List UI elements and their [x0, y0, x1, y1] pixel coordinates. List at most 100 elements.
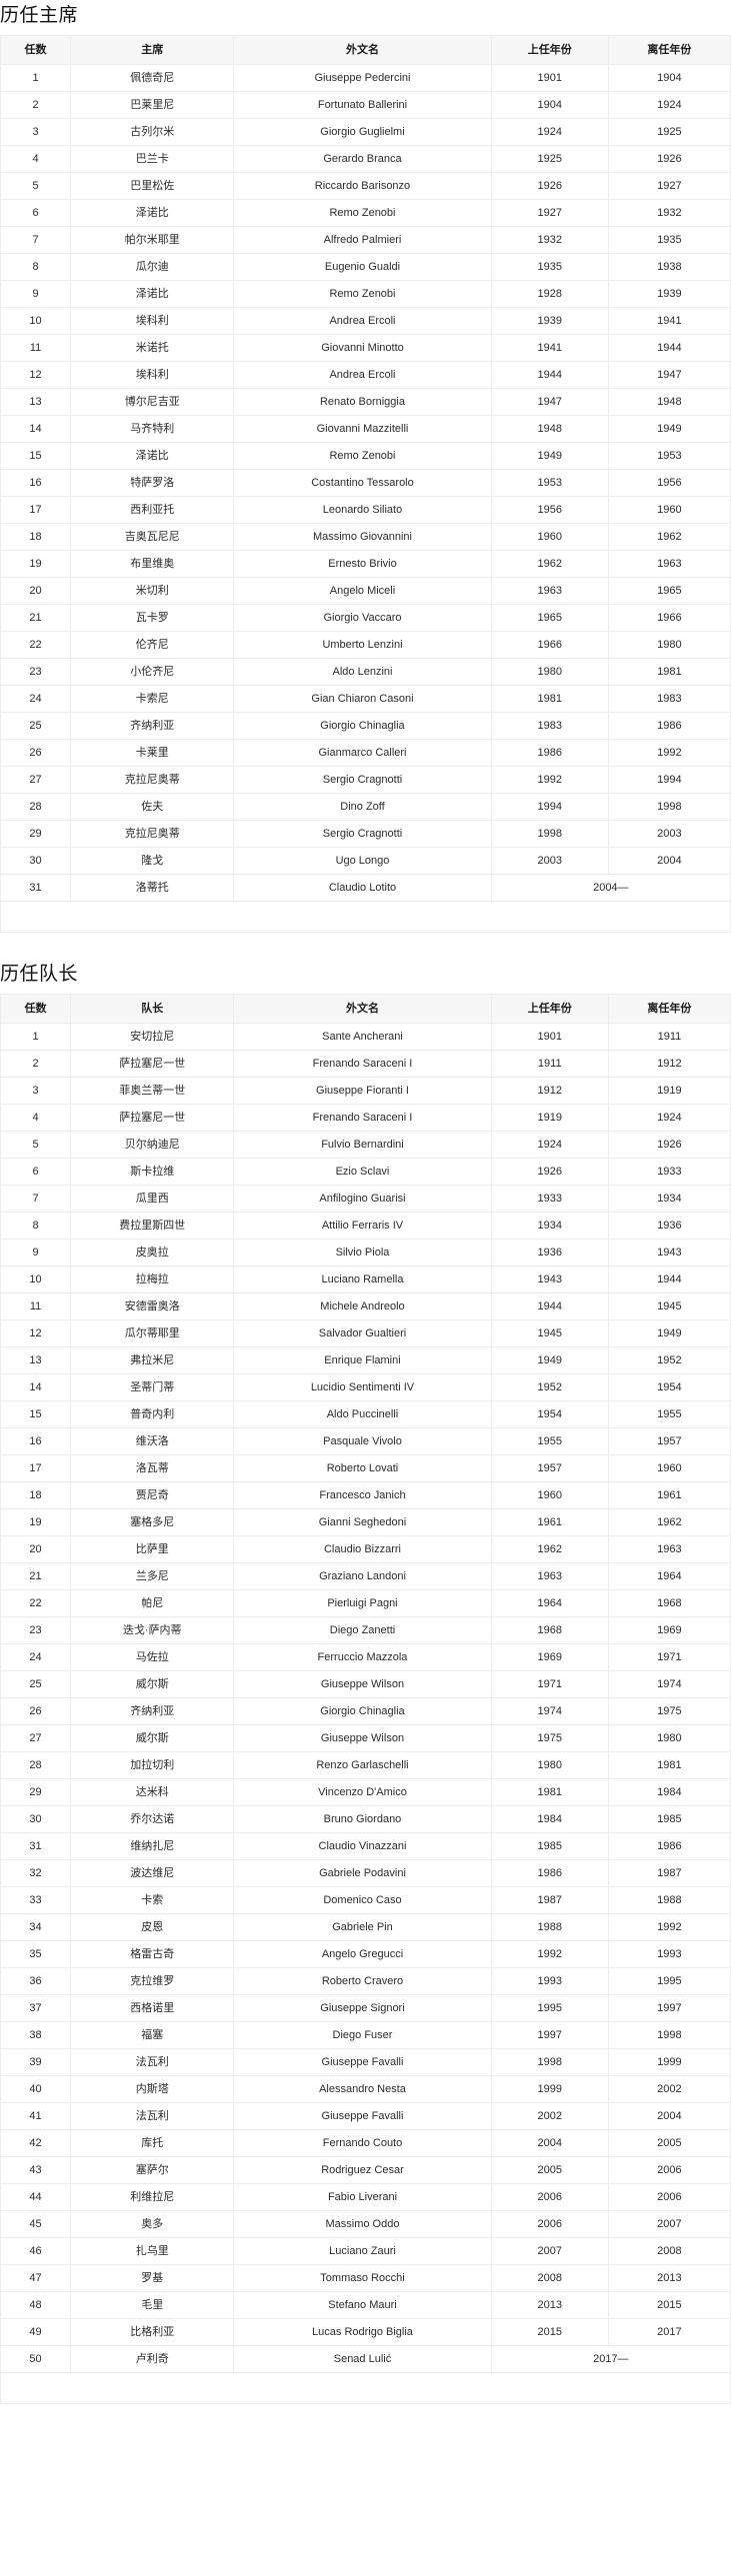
- cell-chinese-name: 瓜尔迪: [70, 252, 235, 281]
- cell-end-year: 1986: [607, 1831, 731, 1860]
- cell-index: 26: [0, 738, 72, 767]
- cell-chinese-name: 特萨罗洛: [70, 468, 235, 497]
- cell-end-year: 1962: [607, 1507, 731, 1536]
- cell-start-year: 1901: [490, 63, 609, 92]
- cell-chinese-name: 加拉切利: [70, 1750, 235, 1779]
- cell-foreign-name: Fernando Couto: [233, 2128, 492, 2157]
- cell-start-year: 1957: [490, 1453, 609, 1482]
- cell-index: 36: [0, 1966, 72, 1995]
- table-row: 31 洛蒂托 Claudio Lotito 2004—: [0, 873, 731, 902]
- cell-foreign-name: Luciano Ramella: [233, 1265, 492, 1293]
- cell-foreign-name: Angelo Gregucci: [233, 1939, 492, 1968]
- cell-start-year: 1932: [490, 225, 609, 254]
- cell-start-year: 1981: [490, 684, 609, 713]
- table-row: 37 西格诺里 Giuseppe Signori 1995 1997: [0, 1993, 731, 2022]
- cell-index: 29: [0, 819, 72, 848]
- cell-foreign-name: Gerardo Branca: [233, 144, 492, 173]
- cell-start-year: 1994: [490, 792, 609, 821]
- cell-foreign-name: Remo Zenobi: [233, 198, 492, 227]
- cell-start-year: 1912: [490, 1076, 609, 1105]
- cell-start-year: 1941: [490, 333, 609, 362]
- cell-end-year: 1993: [607, 1939, 731, 1968]
- cell-start-year: 1925: [490, 144, 609, 173]
- cell-index: 3: [0, 117, 72, 146]
- cell-start-year: 1992: [490, 1939, 609, 1968]
- cell-start-year: 1955: [490, 1426, 609, 1455]
- table-row: 14 圣蒂门蒂 Lucidio Sentimenti IV 1952 1954: [0, 1372, 731, 1401]
- cell-start-year: 2015: [490, 2317, 609, 2346]
- cell-start-year: 1936: [490, 1238, 609, 1267]
- table-row: 34 皮恩 Gabriele Pin 1988 1992: [0, 1912, 731, 1941]
- cell-end-year: 1980: [607, 1723, 731, 1752]
- cell-start-year: 1975: [490, 1723, 609, 1752]
- table-row: 3 菲奥兰蒂一世 Giuseppe Fioranti I 1912 1919: [0, 1076, 731, 1105]
- column-header-start-year: 上任年份: [490, 993, 609, 1024]
- table-row: 3 古列尔米 Giorgio Guglielmi 1924 1925: [0, 117, 731, 146]
- table-row: 43 塞萨尔 Rodriguez Cesar 2005 2006: [0, 2155, 731, 2184]
- cell-end-year: 1965: [607, 576, 731, 605]
- table-row: 11 米诺托 Giovanni Minotto 1941 1944: [0, 333, 731, 362]
- cell-index: 7: [0, 1184, 72, 1213]
- cell-index: 17: [0, 495, 72, 524]
- cell-index: 26: [0, 1696, 72, 1725]
- cell-end-year: 1968: [607, 1588, 731, 1617]
- cell-end-year: 1998: [607, 2020, 731, 2049]
- table-row: 27 克拉尼奥蒂 Sergio Cragnotti 1992 1994: [0, 765, 731, 794]
- column-header-index: 任数: [0, 34, 72, 65]
- cell-foreign-name: Angelo Miceli: [233, 576, 492, 605]
- table-row: 1 佩德奇尼 Giuseppe Pedercini 1901 1904: [0, 63, 731, 92]
- table-spacer-cell: [0, 900, 731, 933]
- cell-index: 16: [0, 468, 72, 497]
- cell-chinese-name: 萨拉塞尼一世: [70, 1049, 235, 1078]
- cell-end-year: 1983: [607, 684, 731, 713]
- cell-start-year: 1986: [490, 1858, 609, 1887]
- cell-chinese-name: 迭戈·萨内蒂: [70, 1615, 235, 1644]
- cell-index: 35: [0, 1939, 72, 1968]
- cell-index: 22: [0, 1588, 72, 1617]
- cell-chinese-name: 马佐拉: [70, 1642, 235, 1671]
- cell-index: 12: [0, 360, 72, 389]
- cell-chinese-name: 威尔斯: [70, 1723, 235, 1752]
- cell-chinese-name: 格雷古奇: [70, 1939, 235, 1968]
- cell-foreign-name: Alessandro Nesta: [233, 2074, 492, 2103]
- table-row: 25 齐纳利亚 Giorgio Chinaglia 1983 1986: [0, 711, 731, 740]
- cell-chinese-name: 利维拉尼: [70, 2182, 235, 2211]
- cell-chinese-name: 克拉维罗: [70, 1966, 235, 1995]
- column-header-end-year: 离任年份: [607, 993, 731, 1024]
- cell-start-year: 1961: [490, 1507, 609, 1536]
- cell-index: 12: [0, 1318, 72, 1347]
- cell-end-year: 1938: [607, 252, 731, 281]
- cell-chinese-name: 贾尼奇: [70, 1480, 235, 1509]
- cell-start-year: 1965: [490, 603, 609, 632]
- cell-end-year: 1912: [607, 1049, 731, 1078]
- table-row: 11 安德雷奥洛 Michele Andreolo 1944 1945: [0, 1291, 731, 1320]
- cell-start-year: 1968: [490, 1615, 609, 1644]
- cell-end-year: 1934: [607, 1184, 731, 1213]
- cell-foreign-name: Domenico Caso: [233, 1885, 492, 1914]
- cell-end-year: 1960: [607, 495, 731, 524]
- cell-end-year: 1994: [607, 765, 731, 794]
- cell-foreign-name: Alfredo Palmieri: [233, 225, 492, 254]
- cell-foreign-name: Attilio Ferraris IV: [233, 1211, 492, 1240]
- cell-index: 20: [0, 576, 72, 605]
- cell-index: 19: [0, 549, 72, 578]
- cell-start-year: 1945: [490, 1318, 609, 1347]
- cell-chinese-name: 拉梅拉: [70, 1265, 235, 1293]
- cell-foreign-name: Rodriguez Cesar: [233, 2155, 492, 2184]
- cell-end-year: 1964: [607, 1561, 731, 1590]
- cell-index: 1: [0, 63, 72, 92]
- cell-index: 2: [0, 1049, 72, 1078]
- cell-chinese-name: 卡索尼: [70, 684, 235, 713]
- cell-end-year: 1998: [607, 792, 731, 821]
- cell-chinese-name: 普奇内利: [70, 1399, 235, 1428]
- cell-start-year: 1962: [490, 1534, 609, 1563]
- cell-foreign-name: Roberto Lovati: [233, 1453, 492, 1482]
- table-row: 35 格雷古奇 Angelo Gregucci 1992 1993: [0, 1939, 731, 1968]
- cell-chinese-name: 泽诺比: [70, 441, 235, 470]
- table-row: 21 兰多尼 Graziano Landoni 1963 1964: [0, 1561, 731, 1590]
- cell-index: 30: [0, 846, 72, 875]
- table-row: 25 威尔斯 Giuseppe Wilson 1971 1974: [0, 1669, 731, 1698]
- table-row: 12 埃科利 Andrea Ercoli 1944 1947: [0, 360, 731, 389]
- cell-index: 33: [0, 1885, 72, 1914]
- cell-foreign-name: Tommaso Rocchi: [233, 2263, 492, 2292]
